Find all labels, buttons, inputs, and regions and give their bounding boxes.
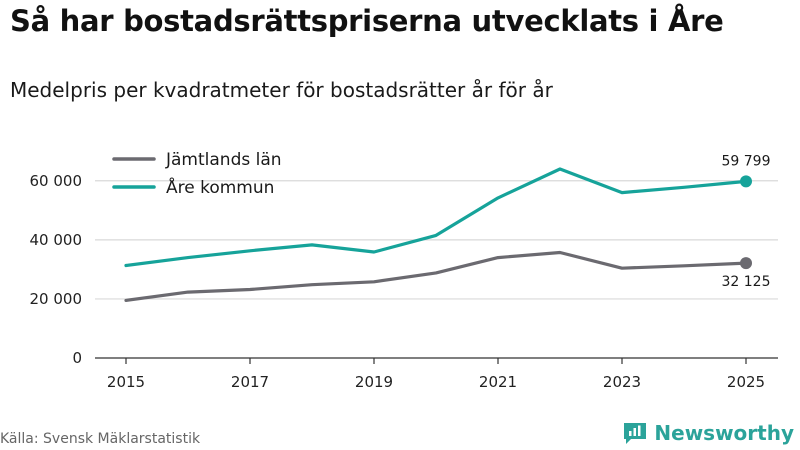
x-tick-label: 2015 xyxy=(107,373,145,391)
brand-name: Newsworthy xyxy=(654,421,794,445)
newsworthy-logo-icon xyxy=(624,423,647,444)
x-tick-label: 2025 xyxy=(727,373,765,391)
legend-label: Jämtlands län xyxy=(165,150,282,170)
series-end-point xyxy=(740,175,752,188)
data-label: 59 799 xyxy=(722,153,771,169)
brand-logo: Newsworthy xyxy=(622,420,794,446)
series-end-point xyxy=(740,257,752,270)
series-line-are-kommun xyxy=(124,167,748,268)
y-tick-label: 20 000 xyxy=(30,290,83,308)
chart-title: Så har bostadsrättspriserna utvecklats i… xyxy=(10,4,724,38)
legend-label: Åre kommun xyxy=(166,176,274,198)
x-tick-label: 2017 xyxy=(231,373,269,391)
x-tick-label: 2019 xyxy=(355,373,393,391)
y-tick-label: 40 000 xyxy=(30,231,83,249)
x-tick-label: 2023 xyxy=(603,373,641,391)
x-tick-label: 2021 xyxy=(479,373,517,391)
y-tick-label: 0 xyxy=(72,349,82,367)
data-label: 32 125 xyxy=(722,274,771,290)
source-note: Källa: Svensk Mäklarstatistik xyxy=(0,431,201,447)
chart-subtitle: Medelpris per kvadratmeter för bostadsrä… xyxy=(10,78,553,102)
series-line-jamtlands-lan xyxy=(124,250,748,302)
y-tick-label: 60 000 xyxy=(30,172,83,190)
